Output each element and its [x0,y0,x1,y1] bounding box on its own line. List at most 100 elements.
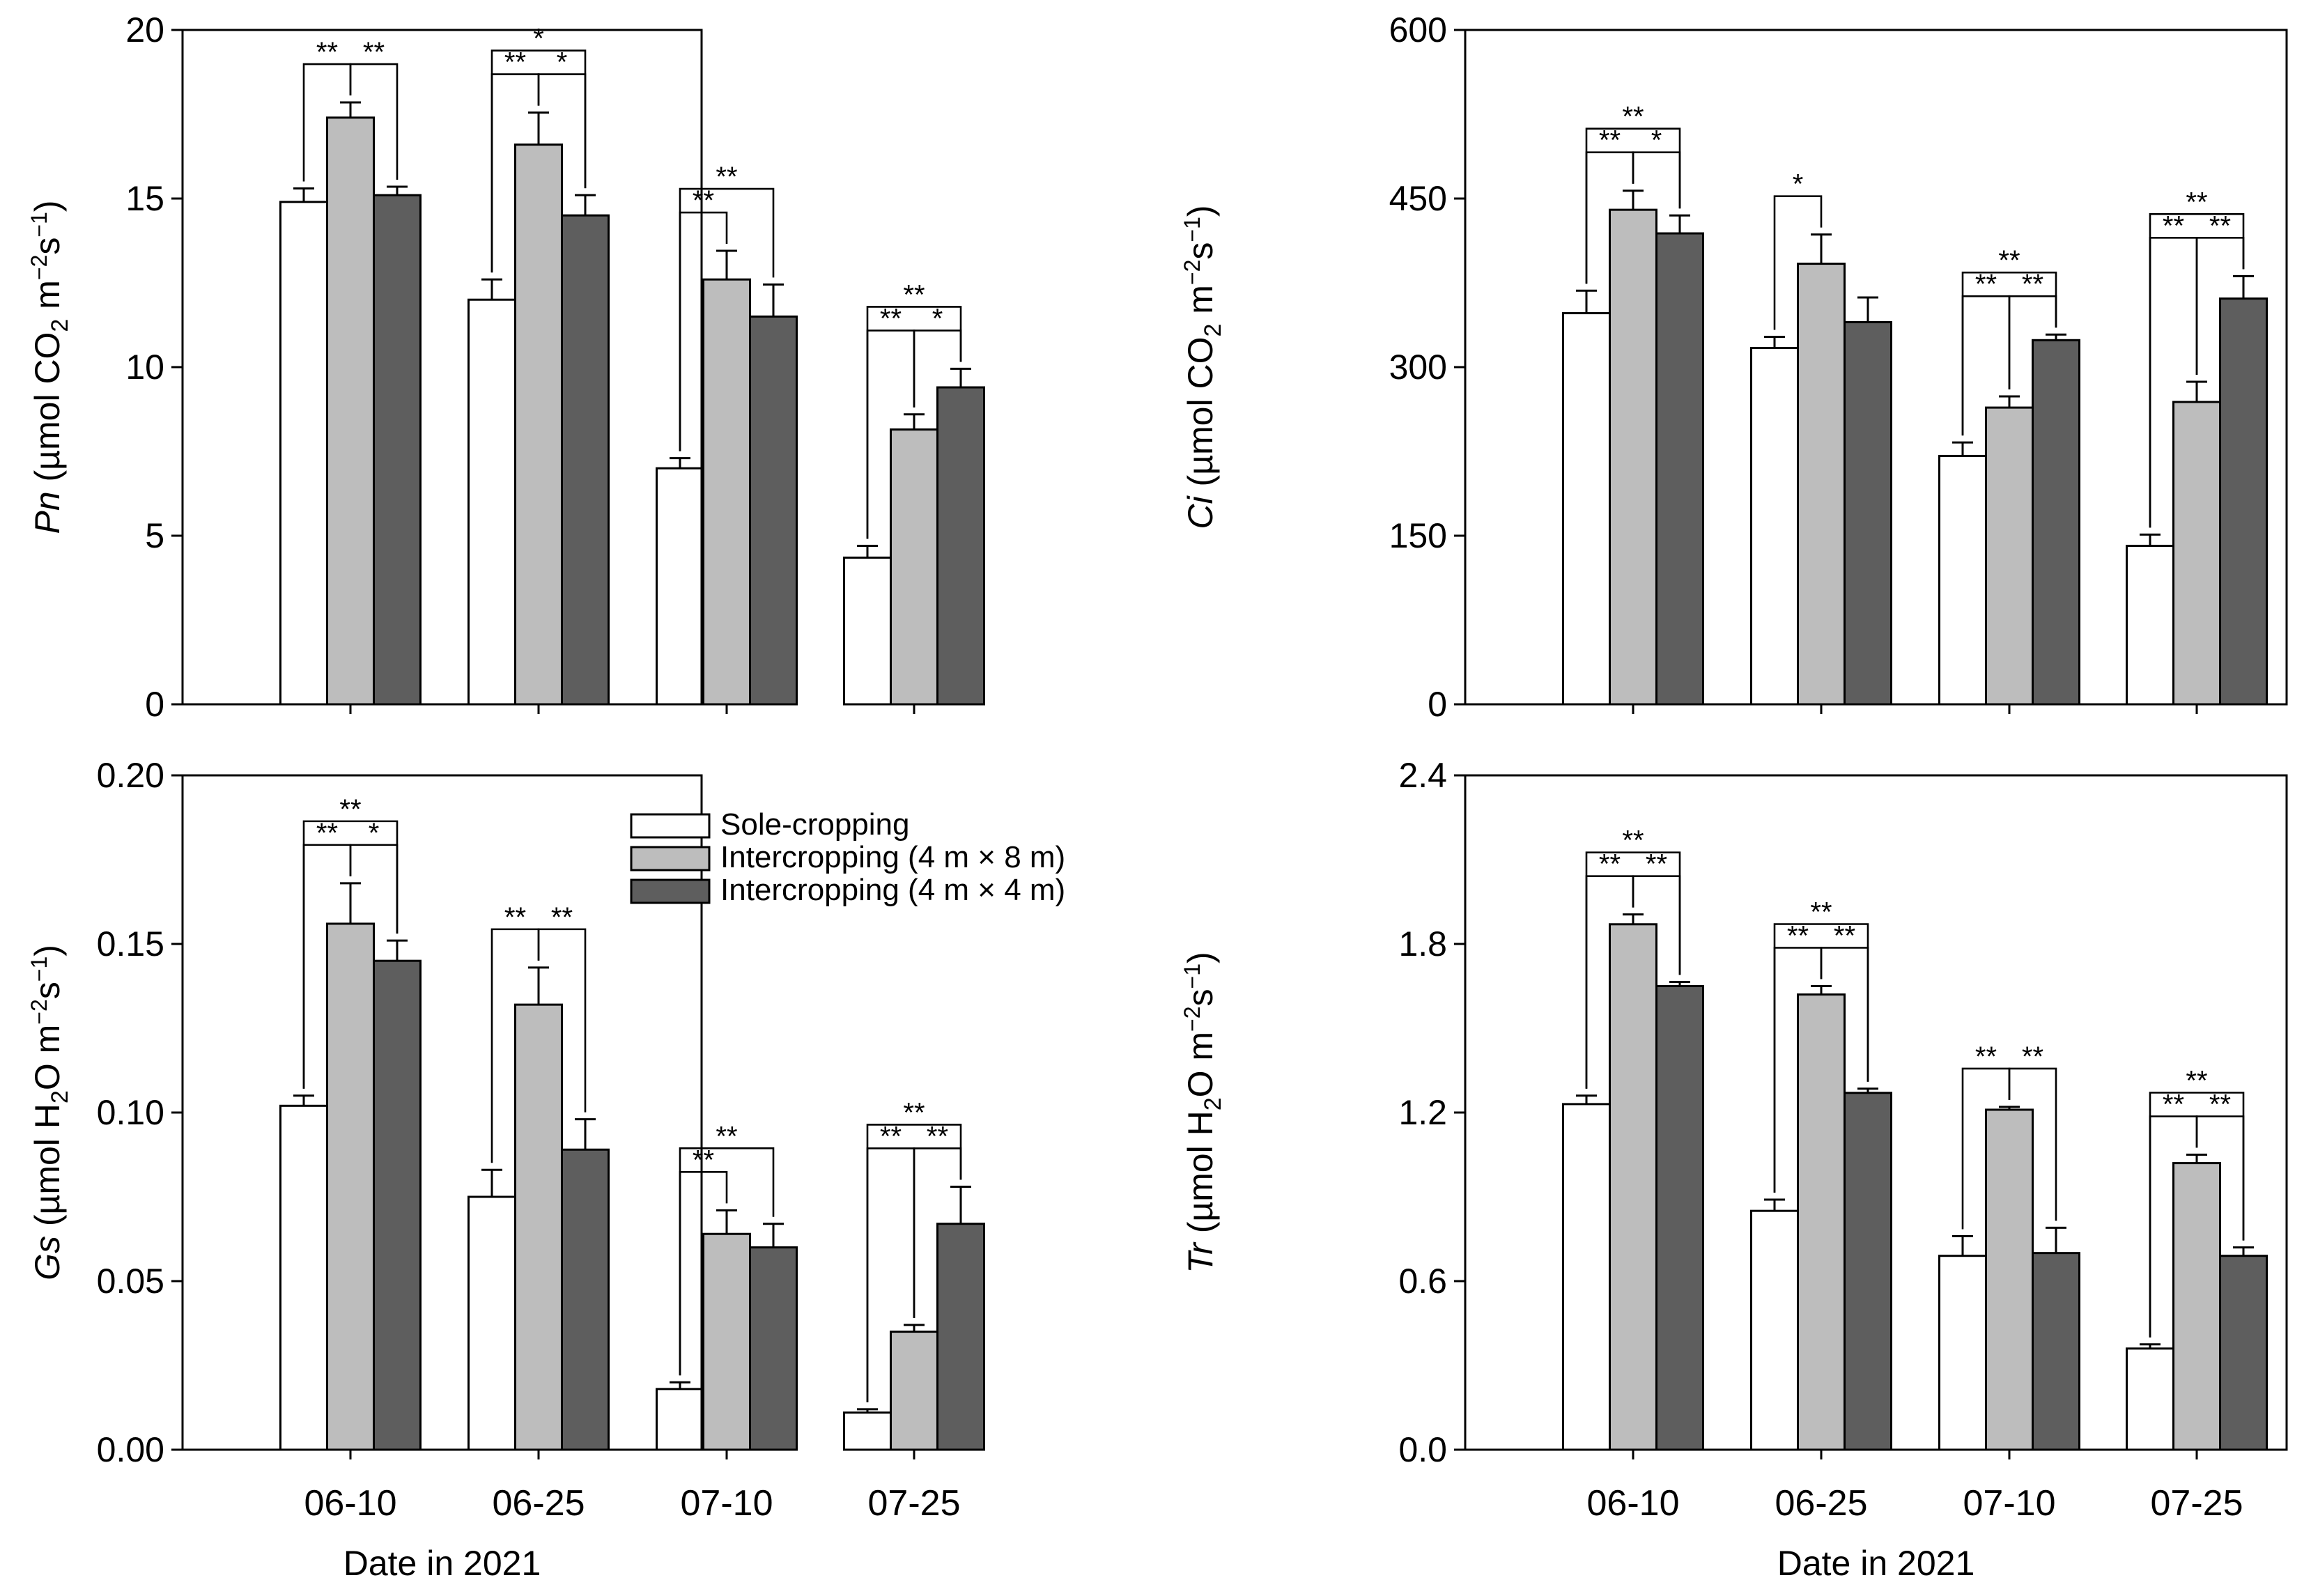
ytick-label-pn-1: 5 [145,516,164,555]
plot-frame-pn [181,29,703,706]
x-axis-title-gs: Date in 2021 [343,1544,541,1583]
ytick-label-tr-0: 0.0 [1398,1430,1447,1469]
y-axis-sub-gs: 2 [47,1090,73,1103]
sig-label-gs-5: ** [693,1145,714,1175]
bar-gs-s0-c3 [843,1411,892,1451]
bar-pn-s1-c0 [326,116,375,706]
sig-bracket-tr-2 [1585,851,1681,1089]
sig-label-gs-3: ** [504,902,526,933]
sig-label-tr-5: ** [1810,897,1832,928]
sig-label-pn-8: * [932,303,943,334]
ytick-label-tr-3: 1.8 [1398,924,1447,963]
ytick-label-pn-2: 10 [125,348,164,387]
y-axis-sup2-pn: −1 [26,212,52,237]
y-axis-sub-pn: 2 [47,319,73,332]
bar-tr-s2-c3 [2219,1255,2268,1451]
sig-label-gs-6: ** [716,1121,737,1152]
ytick-label-gs-3: 0.15 [97,924,164,963]
bar-gs-s0-c0 [279,1104,328,1451]
bar-ci-s2-c3 [2219,297,2268,706]
y-axis-sup2-ci: −1 [1180,217,1205,242]
sig-label-gs-2: ** [339,794,361,825]
bar-tr-s2-c0 [1655,985,1704,1451]
sig-label-ci-6: ** [1998,245,2020,276]
sig-label-ci-3: * [1793,169,1804,200]
bar-pn-s2-c2 [749,315,798,706]
bar-gs-s1-c2 [702,1232,751,1451]
sig-label-tr-7: ** [2022,1041,2043,1072]
x-axis-title-tr: Date in 2021 [1777,1544,1975,1583]
ytick-label-pn-3: 15 [125,179,164,218]
xtick-label-gs-2: 07-10 [681,1483,773,1524]
sig-bracket-gs-2 [302,820,399,1089]
xtick-label-tr-2: 07-10 [1963,1483,2056,1524]
bar-pn-s1-c3 [890,428,938,706]
ytick-label-gs-1: 0.05 [97,1262,164,1301]
sig-label-pn-2: ** [504,47,526,78]
y-axis-text-pn: (µmol CO [28,332,67,492]
legend-label-0: Sole-cropping [720,807,910,842]
y-axis-sup2-tr: −1 [1180,963,1205,989]
ytick-label-ci-1: 150 [1389,516,1447,555]
bar-tr-s1-c3 [2172,1162,2221,1451]
sig-bracket-gs-6 [679,1147,775,1376]
bar-pn-s2-c0 [373,194,422,706]
sig-bracket-gs-1 [349,844,399,934]
bar-gs-s0-c2 [656,1388,704,1451]
y-axis-text-gs: (µmol H [28,1103,67,1236]
bar-pn-s0-c3 [843,556,892,706]
bar-ci-s0-c1 [1750,347,1799,706]
y-axis-sub-tr: 2 [1200,1097,1226,1110]
y-axis-s-tr: s [1181,989,1220,1006]
panel-gs: ** ***** ****** ** ****0.000.050.100.150.200… [26,756,985,1583]
ytick-label-pn-4: 20 [125,10,164,49]
sig-label-gs-4: ** [551,902,573,933]
sig-label-tr-1: ** [1646,849,1667,880]
sig-label-tr-8: ** [2163,1090,2184,1120]
xtick-label-gs-3: 07-25 [868,1483,961,1524]
bar-ci-s0-c3 [2126,545,2174,706]
xtick-label-tr-3: 07-25 [2151,1483,2243,1524]
y-axis-unit-ci: m [1181,285,1220,324]
y-axis-title-tr: Tr (µmol H2O m−2s−1) [1180,952,1226,1273]
y-axis-var-tr: Tr [1181,1241,1220,1273]
bar-gs-s1-c3 [890,1331,938,1451]
ytick-label-gs-4: 0.20 [97,756,164,795]
ytick-label-tr-4: 2.4 [1398,756,1447,795]
sig-label-pn-1: ** [363,37,385,68]
sig-label-gs-0: ** [316,818,338,849]
bar-tr-s1-c0 [1609,923,1657,1451]
y-axis-close-pn: ) [28,200,67,212]
bar-tr-s0-c1 [1750,1209,1799,1451]
sig-label-pn-5: ** [693,185,714,216]
sig-bracket-ci-1 [1632,151,1681,209]
sig-label-tr-4: ** [1834,921,1855,952]
xtick-label-tr-0: 06-10 [1587,1483,1680,1524]
bar-tr-s2-c2 [2032,1252,2080,1451]
y-axis-sup1-pn: −2 [26,255,52,280]
y-axis-unit-gs: O m [28,1025,67,1090]
sig-label-pn-9: ** [903,279,925,310]
bar-pn-s2-c3 [936,386,985,706]
sig-bracket-pn-6 [679,187,775,451]
ytick-label-ci-4: 600 [1389,10,1447,49]
bar-ci-s0-c0 [1562,312,1611,706]
y-axis-close-gs: ) [28,945,67,956]
sig-bracket-tr-10 [2149,1092,2245,1338]
xtick-label-gs-0: 06-10 [304,1483,397,1524]
ytick-label-ci-0: 0 [1428,685,1447,724]
y-axis-sup1-gs: −2 [26,999,52,1024]
bar-ci-s1-c0 [1609,208,1657,706]
y-axis-s-pn: s [28,238,67,255]
sig-bracket-ci-6 [1961,271,2057,436]
bar-tr-s1-c2 [1985,1108,2034,1451]
bar-ci-s2-c2 [2032,339,2080,706]
sig-label-gs-1: * [369,818,380,849]
legend-swatch-1 [630,846,711,871]
bar-tr-s0-c3 [2126,1347,2174,1451]
sig-label-ci-0: ** [1599,125,1621,156]
bar-ci-s1-c1 [1797,263,1846,706]
sig-bracket-ci-9 [2149,213,2245,528]
